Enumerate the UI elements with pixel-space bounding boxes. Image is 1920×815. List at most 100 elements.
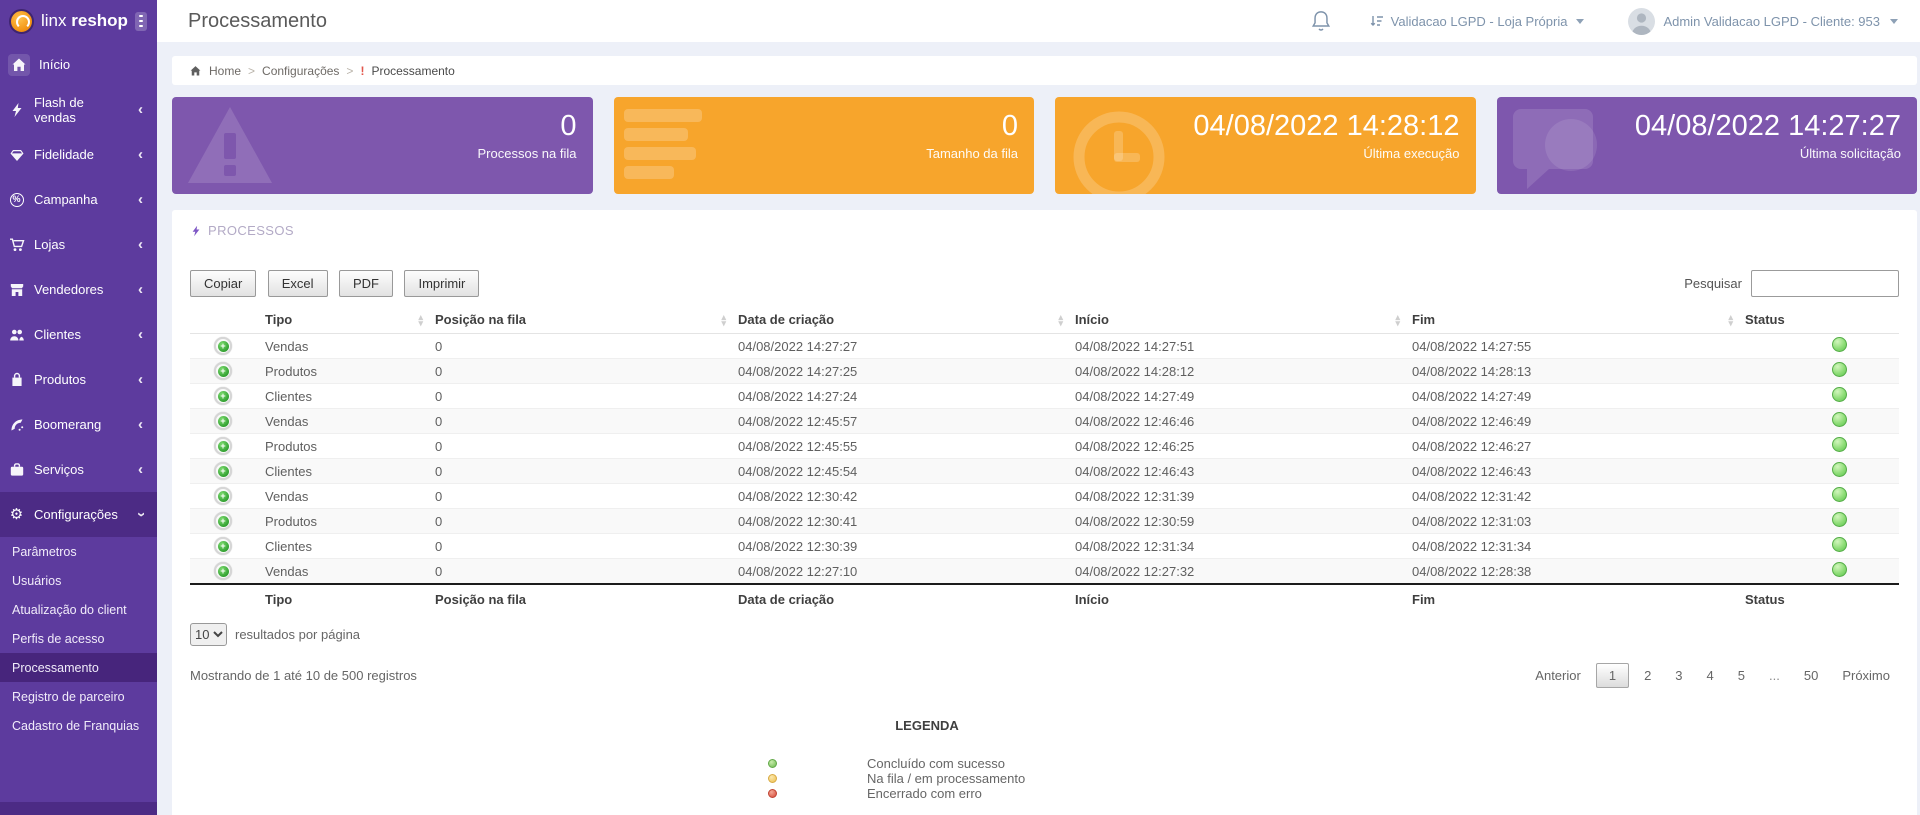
cell-posicao: 0 (435, 508, 738, 534)
expand-row-icon[interactable]: + (214, 512, 232, 530)
export-button[interactable]: Imprimir (404, 270, 480, 297)
status-icon (1832, 387, 1847, 402)
foot-posicao: Posição na fila (435, 583, 738, 612)
sidebar-item-clientes[interactable]: Clientes ‹ (0, 312, 157, 357)
submenu-item[interactable]: Perfis de acesso (0, 624, 157, 653)
cell-fim: 04/08/2022 14:27:49 (1412, 383, 1745, 409)
store-selector-dropdown[interactable]: Validacao LGPD - Loja Própria (1370, 14, 1585, 29)
col-inicio[interactable]: Início ▴ ▾ (1075, 307, 1412, 334)
col-posicao-na-fila[interactable]: Posição na fila ▴ ▾ (435, 307, 738, 334)
chevron-left-icon: ‹ (138, 191, 143, 208)
foot-inicio: Início (1075, 583, 1412, 612)
user-menu-dropdown[interactable]: Admin Validacao LGPD - Cliente: 953 (1628, 7, 1898, 35)
sort-icon: ▴ ▾ (1058, 312, 1063, 328)
sidebar-item-servicos[interactable]: Serviços ‹ (0, 447, 157, 492)
breadcrumb-separator: > (346, 63, 354, 78)
sidebar-item-produtos[interactable]: Produtos ‹ (0, 357, 157, 402)
status-icon (1832, 462, 1847, 477)
sidebar-item-vendedores[interactable]: Vendedores ‹ (0, 267, 157, 312)
table-row: + Vendas 0 04/08/2022 12:27:10 04/08/202… (190, 558, 1899, 584)
breadcrumb: Home > Configurações > ! Processamento (172, 56, 1917, 85)
store-selector-label: Validacao LGPD - Loja Própria (1390, 13, 1568, 29)
col-fim[interactable]: Fim ▴ ▾ (1412, 307, 1745, 334)
breadcrumb-home[interactable]: Home (209, 63, 242, 78)
cell-data-criacao: 04/08/2022 12:30:41 (738, 508, 1075, 534)
cell-inicio: 04/08/2022 14:27:51 (1075, 333, 1412, 359)
sidebar-item-fidelidade[interactable]: Fidelidade ‹ (0, 132, 157, 177)
sidebar-item-boomerang[interactable]: Boomerang ‹ (0, 402, 157, 447)
export-button[interactable]: Excel (267, 270, 328, 297)
table-toolbar: Copiar Excel PDF Imprimir Pesquisar (190, 270, 1899, 297)
foot-data-criacao: Data de criação (738, 583, 1075, 612)
export-button[interactable]: Copiar (190, 270, 257, 297)
pagination-pages: 1 2 3 4 5 ... (1595, 663, 1827, 688)
expand-row-icon[interactable]: + (214, 562, 232, 580)
status-icon (1832, 437, 1847, 452)
expand-row-icon[interactable]: + (214, 487, 232, 505)
page-length-select[interactable]: 10 (190, 623, 227, 646)
cell-inicio: 04/08/2022 14:28:12 (1075, 358, 1412, 384)
page-number[interactable]: ... (1769, 668, 1780, 683)
table-body: + Vendas 0 04/08/2022 14:27:27 04/08/202… (190, 333, 1899, 584)
col-data-de-criacao[interactable]: Data de criação ▴ ▾ (738, 307, 1075, 334)
list-icon (623, 109, 702, 179)
expand-row-icon[interactable]: + (214, 337, 232, 355)
submenu-item-label: Processamento (12, 660, 99, 675)
card-tamanho-da-fila: 0 Tamanho da fila (613, 97, 1034, 194)
sidebar-footer-bar (0, 802, 157, 815)
legend-label: Concluído com sucesso (867, 756, 1006, 771)
cell-inicio: 04/08/2022 14:27:49 (1075, 383, 1412, 409)
search-input[interactable] (1751, 270, 1899, 297)
pagination-previous[interactable]: Anterior (1535, 668, 1581, 683)
chevron-down-icon: ‹ (132, 512, 149, 517)
sidebar-item-lojas[interactable]: Lojas ‹ (0, 222, 157, 267)
page-number[interactable]: 1 (1595, 663, 1630, 688)
legend-item: Concluído com sucesso (677, 756, 1177, 771)
cell-data-criacao: 04/08/2022 14:27:27 (738, 333, 1075, 359)
col-tipo[interactable]: Tipo ▴ ▾ (265, 307, 435, 334)
page-number[interactable]: 3 (1675, 668, 1683, 683)
expand-row-icon[interactable]: + (214, 412, 232, 430)
page-number[interactable]: 5 (1737, 668, 1745, 683)
sidebar-item-flash-de-vendas[interactable]: Flash de vendas ‹ (0, 87, 157, 132)
legend-title: LEGENDA (895, 718, 959, 733)
submenu-item[interactable]: Parâmetros (0, 537, 157, 566)
card-label: Tamanho da fila (926, 146, 1018, 162)
page-number[interactable]: 4 (1706, 668, 1714, 683)
sort-icon: ▴ ▾ (1395, 312, 1400, 328)
expand-row-icon[interactable]: + (214, 537, 232, 555)
page-number[interactable]: 50 (1803, 668, 1819, 683)
warning-triangle-icon (188, 107, 272, 183)
sidebar-toggle-icon[interactable] (134, 11, 147, 31)
cell-posicao: 0 (435, 333, 738, 359)
submenu-item[interactable]: Registro de parceiro (0, 682, 157, 711)
submenu-item[interactable]: Usuários (0, 566, 157, 595)
expand-row-icon[interactable]: + (214, 387, 232, 405)
submenu-item[interactable]: Atualização do client (0, 595, 157, 624)
breadcrumb-configuracoes[interactable]: Configurações (262, 63, 340, 78)
pagination-next[interactable]: Próximo (1842, 668, 1890, 683)
export-button[interactable]: PDF (339, 270, 393, 297)
sidebar-item-inicio[interactable]: Início (0, 42, 157, 87)
expand-row-icon[interactable]: + (214, 462, 232, 480)
expand-row-icon[interactable]: + (214, 437, 232, 455)
submenu-item[interactable]: Cadastro de Franquias (0, 711, 157, 740)
status-icon (1832, 487, 1847, 502)
chevron-left-icon: ‹ (138, 236, 143, 253)
brand-logo[interactable]: linx reshop (0, 0, 157, 42)
sidebar-item-campanha[interactable]: % Campanha ‹ (0, 177, 157, 222)
sidebar-item-label: Campanha (34, 192, 98, 207)
col-status[interactable]: Status (1745, 307, 1899, 334)
notifications-bell-icon[interactable] (1310, 9, 1332, 33)
page-number[interactable]: 2 (1644, 668, 1652, 683)
sidebar-item-configuracoes[interactable]: ⚙ Configurações ‹ (0, 492, 157, 537)
table-row: + Clientes 0 04/08/2022 14:27:24 04/08/2… (190, 383, 1899, 409)
cell-fim: 04/08/2022 14:27:55 (1412, 333, 1745, 359)
cell-data-criacao: 04/08/2022 12:45:55 (738, 433, 1075, 459)
user-menu-label: Admin Validacao LGPD - Cliente: 953 (1663, 13, 1880, 29)
expand-row-icon[interactable]: + (214, 362, 232, 380)
table-row: + Vendas 0 04/08/2022 14:27:27 04/08/202… (190, 333, 1899, 359)
submenu-item[interactable]: Processamento (0, 653, 157, 682)
cell-fim: 04/08/2022 12:46:43 (1412, 458, 1745, 484)
